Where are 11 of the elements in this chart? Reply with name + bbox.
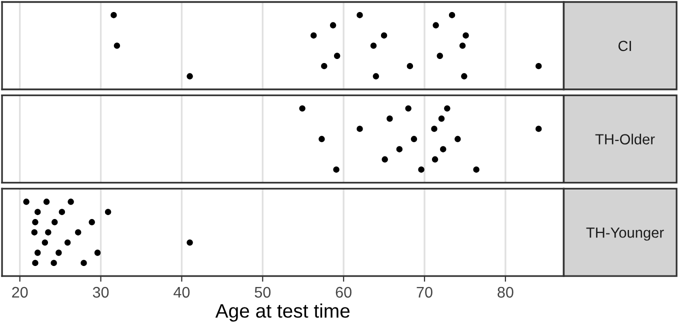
x-tick-label: 30 — [92, 286, 109, 298]
x-tick-label: 50 — [254, 286, 271, 298]
x-tick-label: 70 — [416, 286, 432, 298]
x-tick-label: 60 — [336, 286, 352, 298]
x-axis-title: Age at test time — [215, 303, 350, 322]
y-tick-label: TH-Younger — [586, 228, 664, 241]
x-tick-label: 40 — [174, 286, 190, 298]
x-tick-label: 80 — [498, 286, 514, 298]
y-tick-label: TH-Older — [595, 134, 655, 144]
x-tick-label: 20 — [12, 286, 28, 298]
y-tick-label: CI — [618, 40, 631, 52]
